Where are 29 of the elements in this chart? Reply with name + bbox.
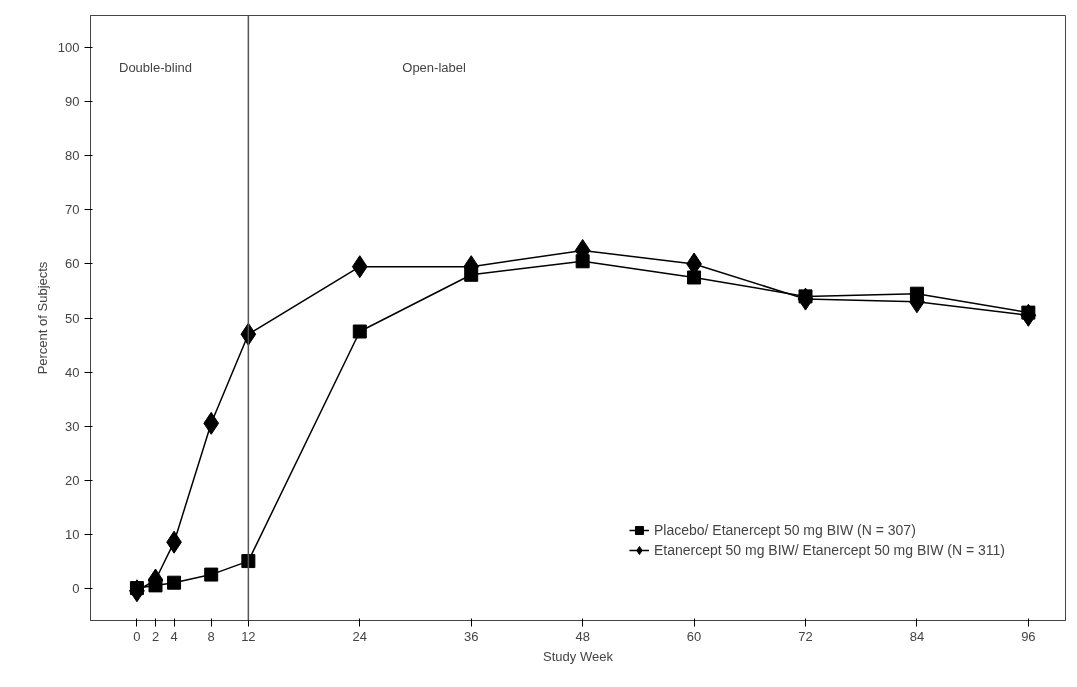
x-tick-label: 96 — [1021, 628, 1036, 644]
annotation: Double-blind — [119, 59, 192, 75]
y-tick-label: 0 — [72, 580, 80, 596]
y-tick-label: 20 — [65, 472, 80, 488]
x-tick-label: 8 — [207, 628, 215, 644]
annotation: Open-label — [402, 59, 466, 75]
y-tick-label: 10 — [65, 526, 80, 542]
y-tick-label: 90 — [65, 94, 80, 110]
y-tick-label: 100 — [57, 40, 80, 56]
y-tick-label: 70 — [65, 202, 80, 218]
y-tick-label: 40 — [65, 364, 80, 380]
x-tick-label: 48 — [575, 628, 590, 644]
x-tick-label: 0 — [133, 628, 141, 644]
x-tick-label: 4 — [170, 628, 178, 644]
x-tick-label: 72 — [798, 628, 813, 644]
y-tick-label: 50 — [65, 310, 80, 326]
x-tick-label: 84 — [909, 628, 925, 644]
x-tick-label: 60 — [686, 628, 702, 644]
y-tick-label: 60 — [65, 256, 80, 272]
x-tick-label: 2 — [151, 628, 160, 644]
legend-label: Etanercept 50 mg BIW/ Etanercept 50 mg BIW (N = 311) — [653, 542, 1005, 558]
x-tick-label: 24 — [352, 628, 368, 644]
y-axis-title: Percent of Subjects — [34, 261, 50, 375]
y-tick-label: 80 — [65, 148, 80, 164]
legend-label: Placebo/ Etanercept 50 mg BIW (N = 307) — [653, 522, 916, 538]
x-tick-label: 12 — [241, 628, 256, 644]
y-tick-label: 30 — [65, 418, 80, 434]
x-tick-label: 36 — [463, 628, 479, 644]
x-axis-title: Study Week — [543, 648, 614, 664]
